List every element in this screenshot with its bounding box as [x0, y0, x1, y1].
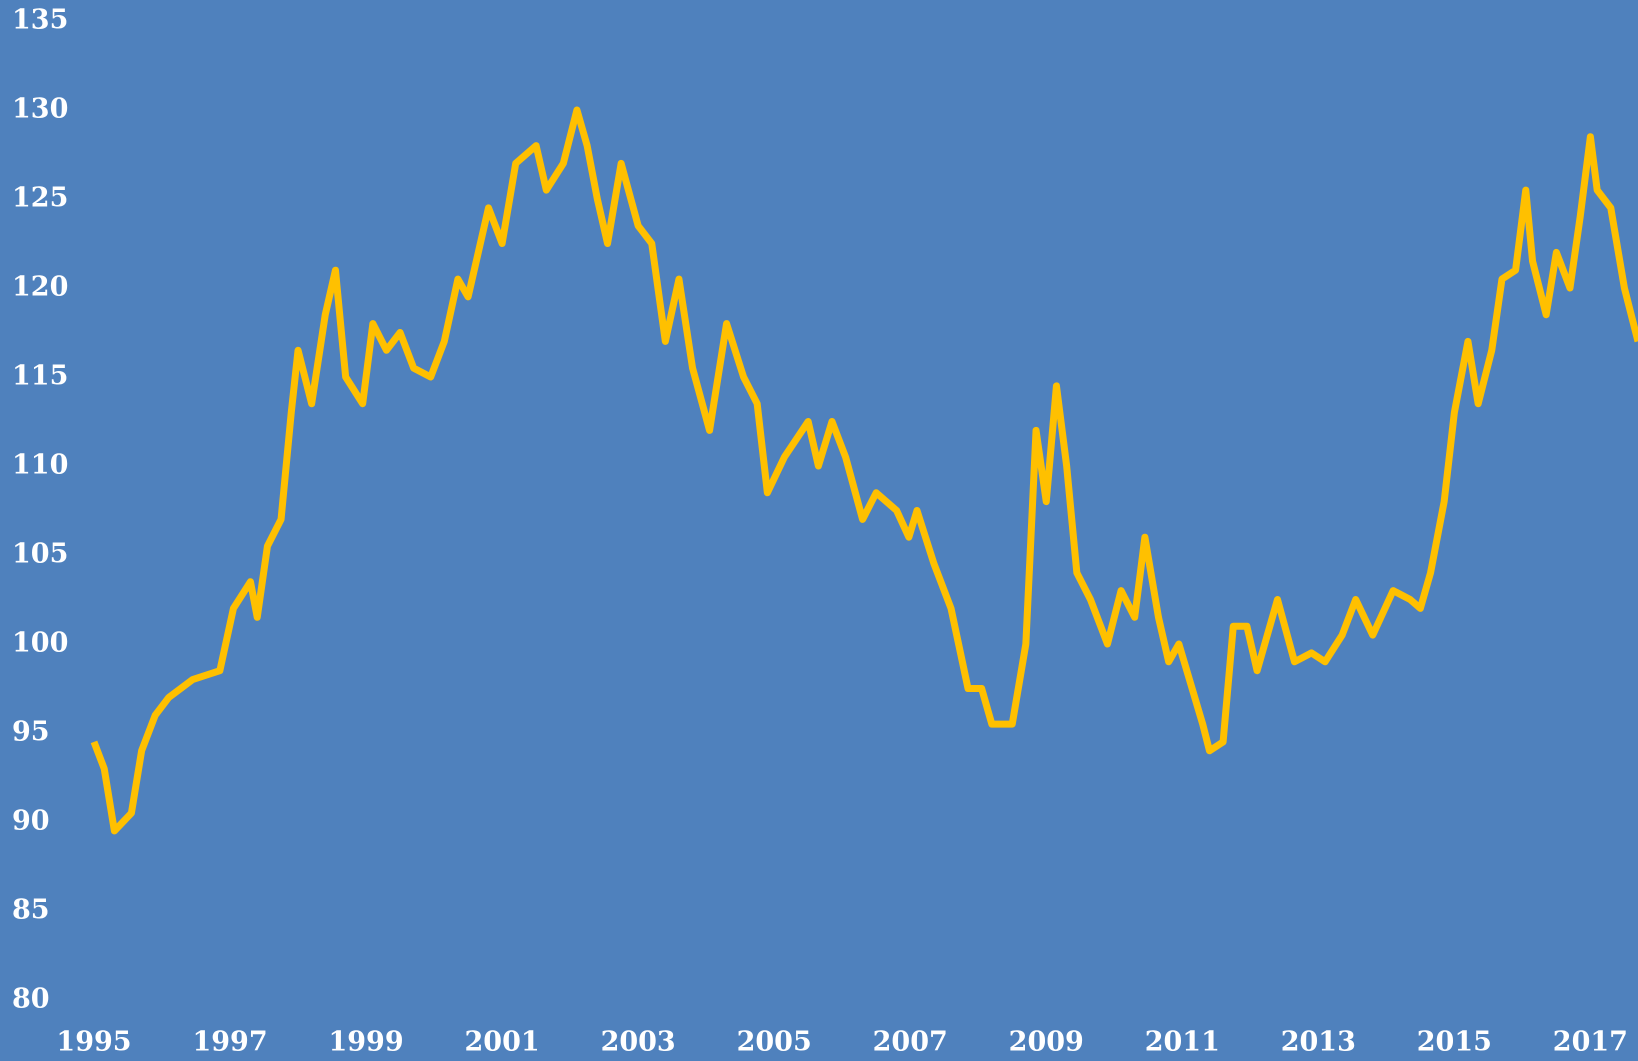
- x-tick-label: 2011: [1145, 1027, 1220, 1058]
- y-tick-label: 135: [12, 5, 68, 36]
- y-tick-label: 100: [12, 628, 68, 659]
- x-tick-label: 2013: [1281, 1027, 1356, 1058]
- y-tick-label: 120: [12, 272, 68, 303]
- y-tick-label: 110: [12, 450, 68, 481]
- y-tick-label: 115: [12, 361, 68, 392]
- y-tick-label: 90: [12, 806, 50, 837]
- x-tick-label: 1997: [192, 1027, 267, 1058]
- y-tick-label: 85: [12, 895, 50, 926]
- x-tick-label: 2015: [1417, 1027, 1492, 1058]
- y-tick-label: 125: [12, 183, 68, 214]
- x-tick-label: 2005: [737, 1027, 812, 1058]
- y-tick-label: 80: [12, 984, 50, 1015]
- x-tick-label: 2017: [1553, 1027, 1628, 1058]
- x-tick-label: 1995: [56, 1027, 131, 1058]
- x-tick-label: 2003: [601, 1027, 676, 1058]
- x-tick-label: 2009: [1009, 1027, 1084, 1058]
- y-tick-label: 130: [12, 94, 68, 125]
- x-tick-label: 2001: [465, 1027, 540, 1058]
- y-tick-label: 95: [12, 717, 50, 748]
- line-series: [90, 106, 1638, 835]
- y-tick-label: 105: [12, 539, 68, 570]
- x-tick-label: 1999: [328, 1027, 403, 1058]
- x-tick-label: 2007: [873, 1027, 948, 1058]
